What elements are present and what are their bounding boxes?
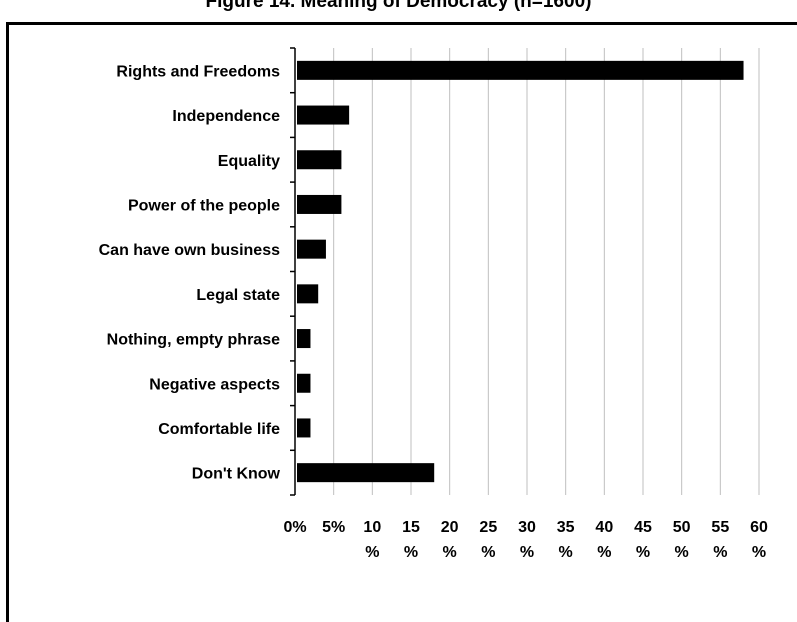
value-tick-labels: 0% 5% 10% 15% 20% 25% 30% 35% 40% 45% 50% 55% 60% bbox=[283, 519, 768, 561]
value-tick-label: % bbox=[559, 544, 573, 561]
value-tick-label: 15 bbox=[402, 519, 420, 536]
value-tick-label: 5% bbox=[322, 519, 345, 536]
value-tick-label: 20 bbox=[441, 519, 459, 536]
gridlines bbox=[333, 48, 760, 495]
bar bbox=[297, 418, 311, 438]
value-tick-label: 55 bbox=[711, 519, 729, 536]
category-labels: Rights and Freedoms Independence Equality P… bbox=[99, 63, 281, 482]
value-tick-label: % bbox=[404, 544, 418, 561]
value-tick-label: 40 bbox=[595, 519, 613, 536]
value-tick-label: 45 bbox=[634, 519, 652, 536]
category-label: Nothing, empty phrase bbox=[107, 332, 280, 349]
category-label: Can have own business bbox=[99, 242, 280, 259]
category-label: Comfortable life bbox=[158, 421, 280, 438]
value-tick-label: 10 bbox=[363, 519, 381, 536]
bar bbox=[297, 194, 342, 214]
value-tick-label: % bbox=[675, 544, 689, 561]
value-tick-label: % bbox=[520, 544, 534, 561]
bar bbox=[297, 239, 326, 259]
value-tick-label: % bbox=[365, 544, 379, 561]
bar bbox=[297, 284, 319, 304]
category-label: Legal state bbox=[196, 287, 280, 304]
value-tick-label: 50 bbox=[673, 519, 691, 536]
category-axis bbox=[290, 47, 296, 496]
category-label: Independence bbox=[172, 108, 280, 125]
value-tick-label: % bbox=[636, 544, 650, 561]
value-tick-label: 60 bbox=[750, 519, 768, 536]
chart-title: Figure 14. Meaning of Democracy (n=1600) bbox=[205, 0, 592, 12]
value-tick-label: 0% bbox=[283, 519, 306, 536]
value-tick-label: % bbox=[752, 544, 766, 561]
bar bbox=[297, 329, 311, 349]
category-label: Power of the people bbox=[128, 197, 280, 214]
value-tick-label: % bbox=[597, 544, 611, 561]
value-tick-label: % bbox=[713, 544, 727, 561]
bar-chart: Rights and Freedoms Independence Equality P… bbox=[99, 47, 768, 561]
bar bbox=[297, 150, 342, 170]
bar bbox=[297, 60, 744, 80]
value-tick-label: 25 bbox=[479, 519, 497, 536]
chart-frame bbox=[6, 22, 797, 622]
bar bbox=[297, 463, 435, 483]
category-label: Don't Know bbox=[192, 466, 281, 483]
category-label: Equality bbox=[218, 153, 280, 170]
bar bbox=[297, 105, 350, 125]
value-tick-label: % bbox=[481, 544, 495, 561]
value-tick-label: 30 bbox=[518, 519, 536, 536]
bar bbox=[297, 373, 311, 393]
value-tick-label: 35 bbox=[557, 519, 575, 536]
category-label: Negative aspects bbox=[149, 376, 280, 393]
value-tick-label: % bbox=[443, 544, 457, 561]
bars bbox=[297, 60, 744, 483]
category-label: Rights and Freedoms bbox=[116, 63, 280, 80]
